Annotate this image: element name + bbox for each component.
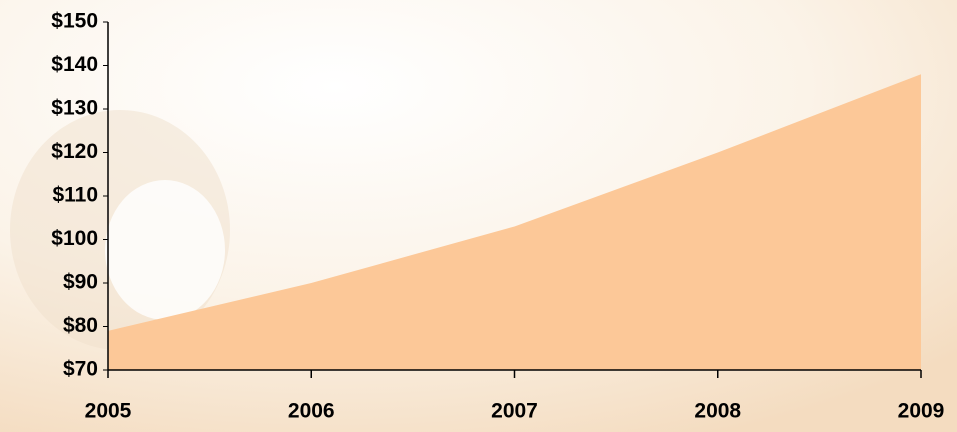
x-tick-label: 2006 bbox=[288, 400, 335, 423]
x-tick-label: 2005 bbox=[85, 400, 132, 423]
background-decoration bbox=[105, 180, 225, 320]
y-tick-label: $150 bbox=[51, 10, 98, 33]
y-tick-label: $120 bbox=[51, 140, 98, 163]
y-tick-label: $100 bbox=[51, 227, 98, 250]
y-tick-label: $90 bbox=[63, 271, 98, 294]
x-tick-label: 2007 bbox=[491, 400, 538, 423]
y-tick-label: $70 bbox=[63, 358, 98, 381]
y-tick-label: $140 bbox=[51, 53, 98, 76]
chart: $70 $80 $90 $100 $110 $120 $130 $140 $150 2005 200… bbox=[0, 0, 957, 432]
x-tick-label: 2009 bbox=[898, 400, 945, 423]
y-tick-label: $110 bbox=[52, 184, 98, 207]
x-tick-label: 2008 bbox=[694, 400, 741, 423]
y-tick-label: $130 bbox=[51, 97, 98, 120]
y-tick-label: $80 bbox=[63, 314, 98, 337]
